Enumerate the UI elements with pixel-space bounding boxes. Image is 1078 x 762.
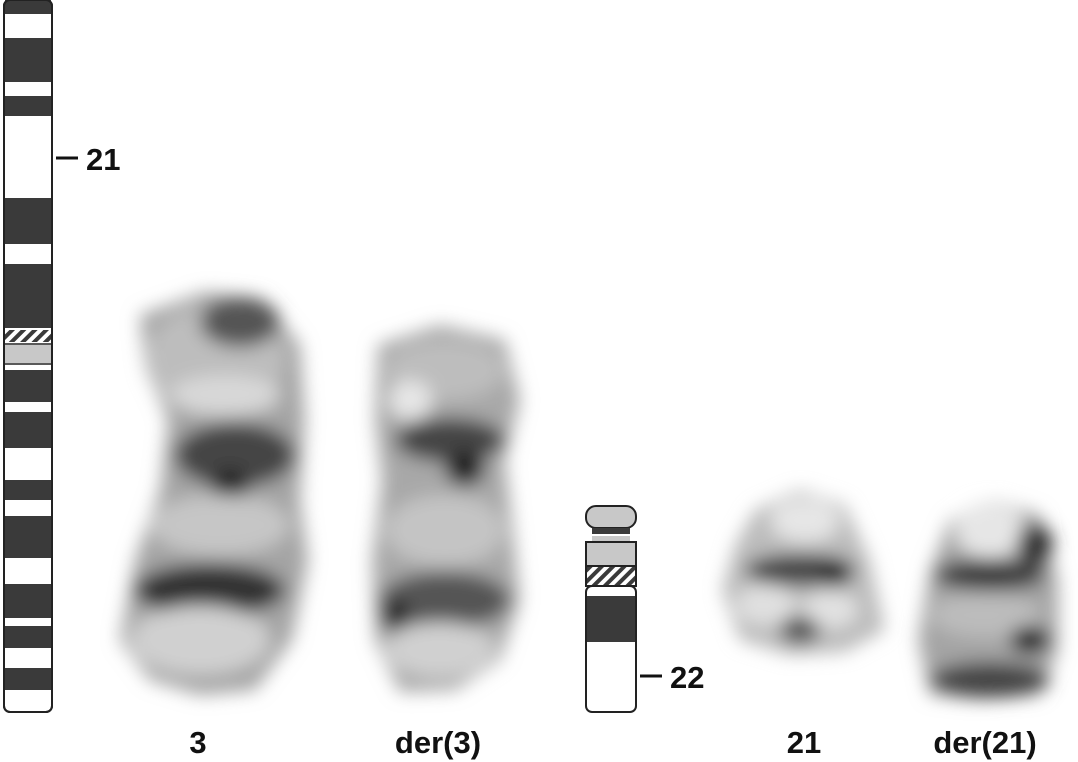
chromosome-3-image xyxy=(120,292,308,695)
band-22-label: 22 xyxy=(670,660,704,695)
chromosome-21-ideogram: 22 xyxy=(585,505,704,713)
label-chromosome-21: 21 xyxy=(787,725,821,760)
ideogram-3-centromere xyxy=(5,330,51,342)
der21-chromosome-image xyxy=(918,500,1058,700)
ideogram-3-heterochromatin xyxy=(5,345,51,363)
label-der21: der(21) xyxy=(933,725,1036,760)
chromosome-3-ideogram: 21 xyxy=(3,0,120,713)
chromosome-21-image xyxy=(722,490,885,655)
der3-chromosome-image xyxy=(372,325,520,692)
label-chromosome-3: 3 xyxy=(189,725,206,760)
band-21-label: 21 xyxy=(86,142,120,177)
label-der3: der(3) xyxy=(395,725,481,760)
ideogram-3-bands xyxy=(5,0,51,690)
ideogram-21-centromere xyxy=(585,565,637,587)
